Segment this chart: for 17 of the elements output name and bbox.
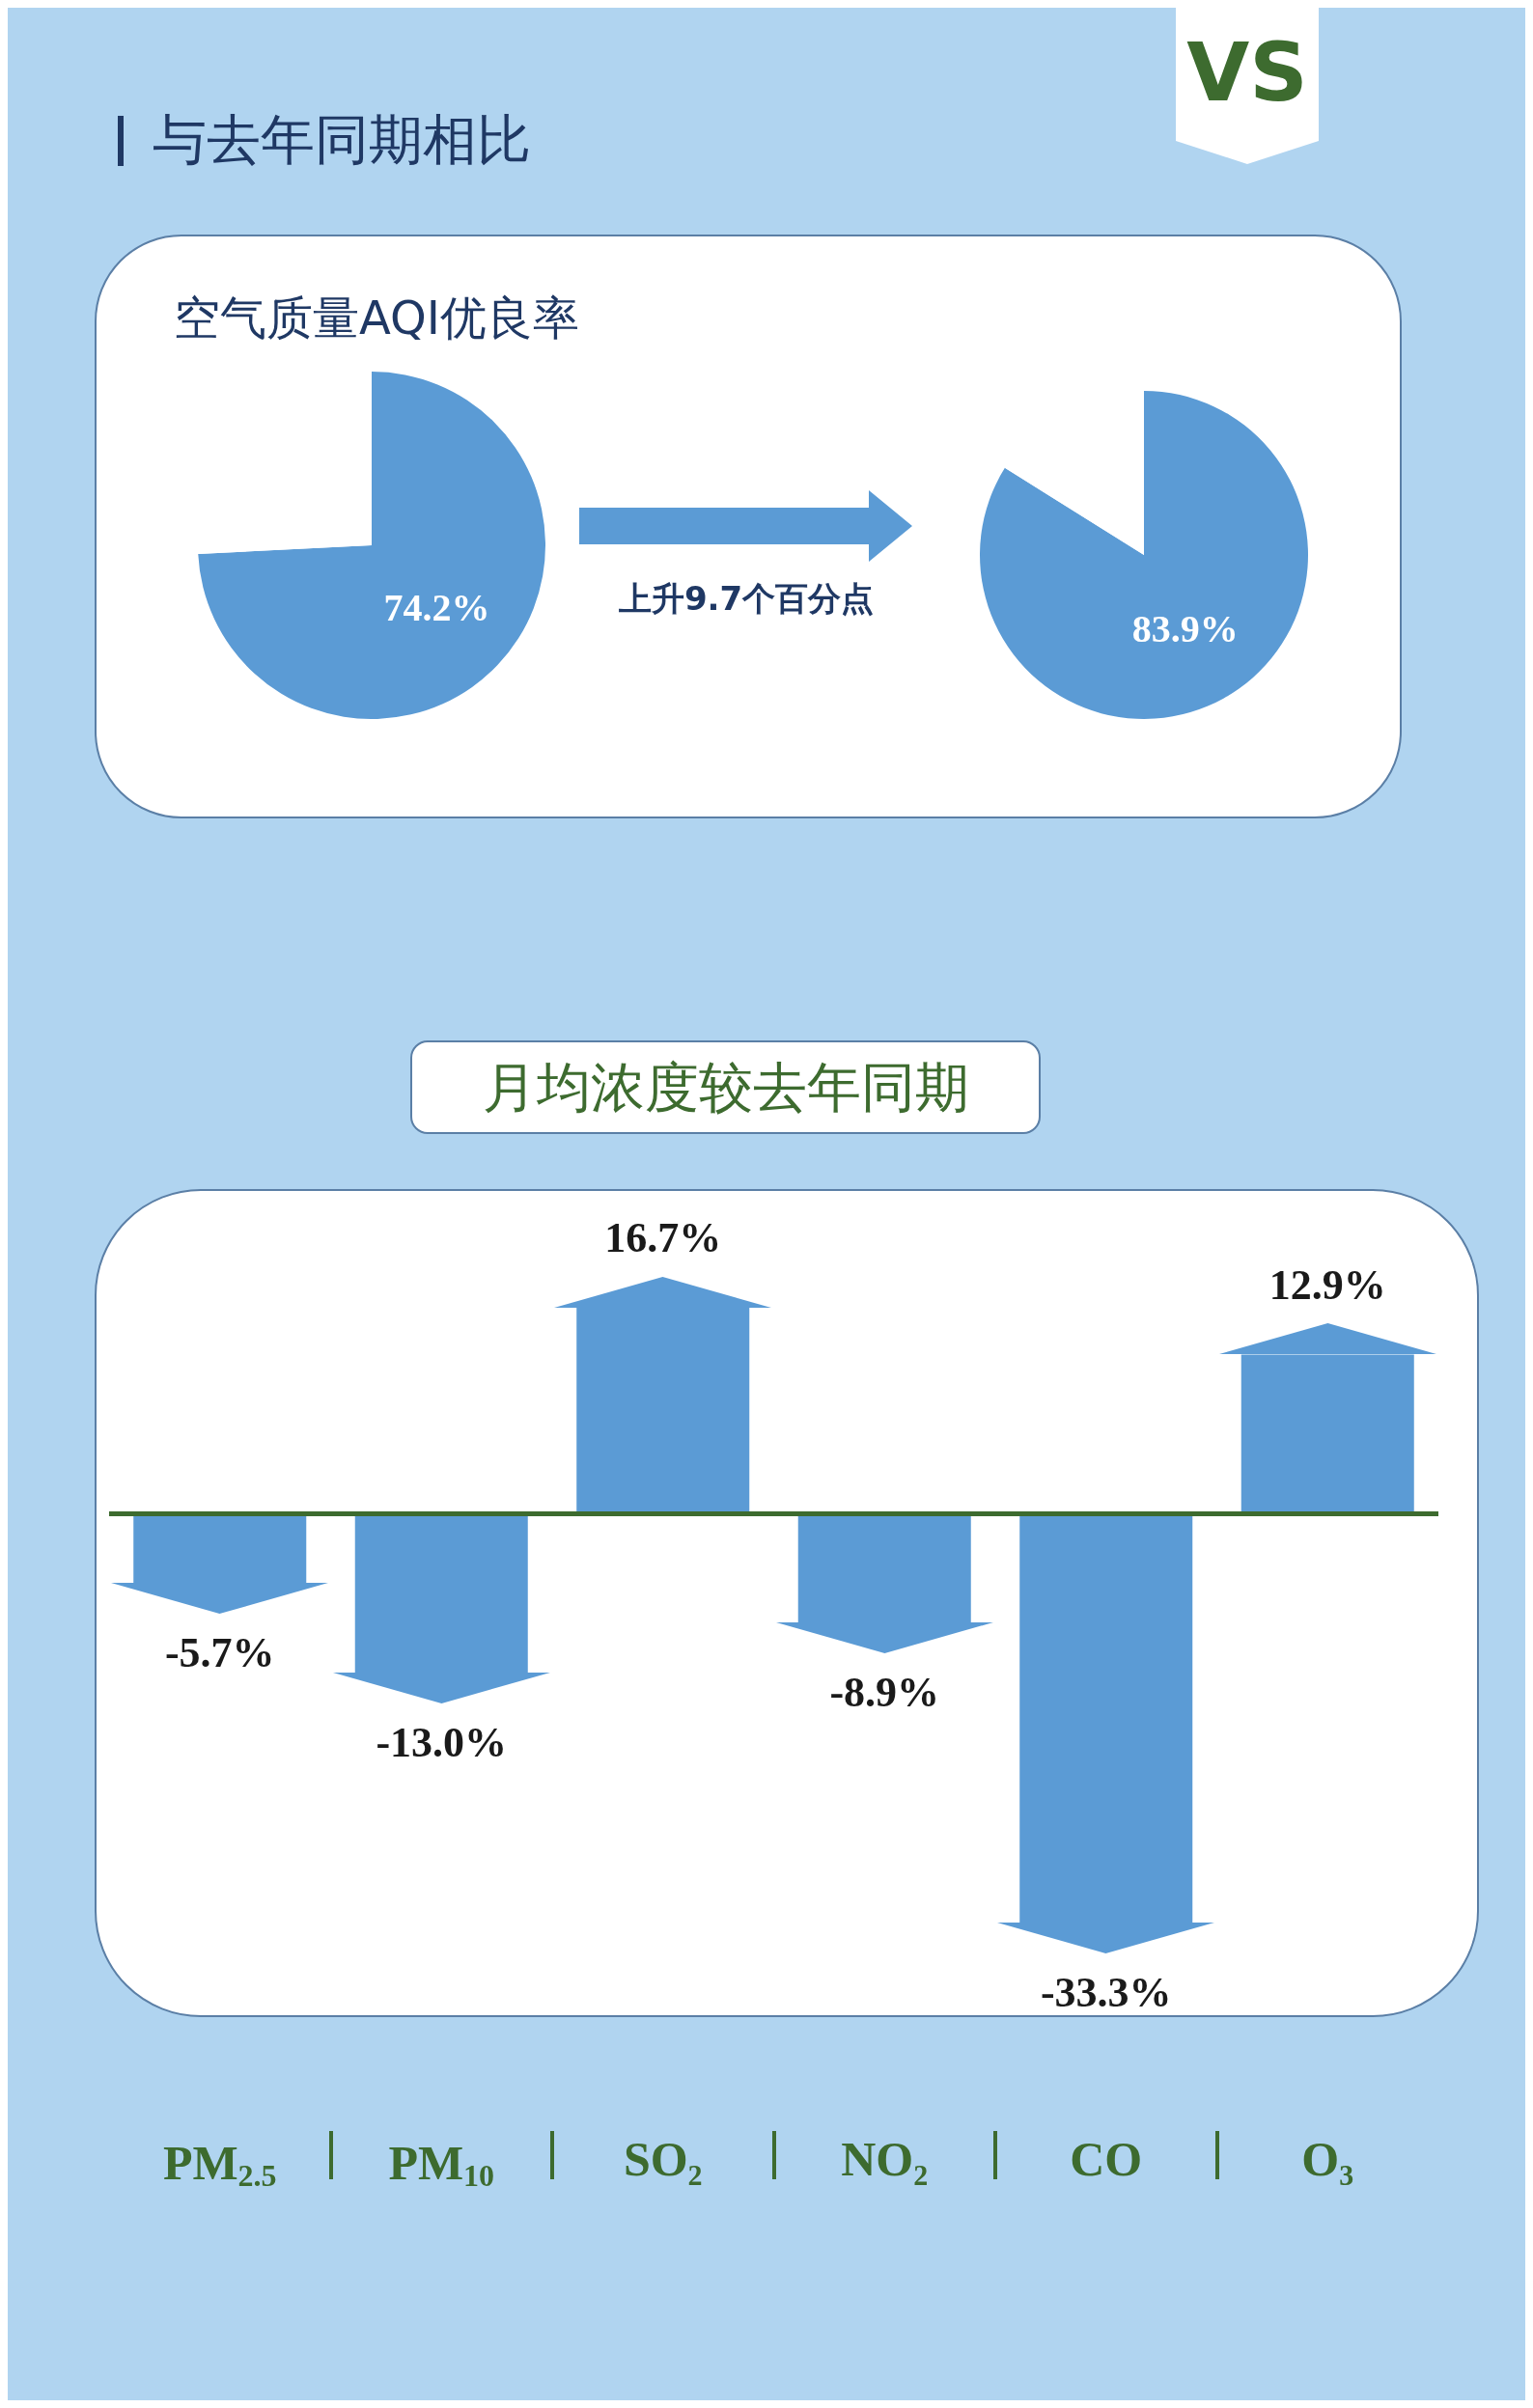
- data-label: 12.9%: [1268, 1260, 1386, 1309]
- data-label: 74.2%: [383, 585, 490, 629]
- chart-title: 与去年同期相比: [153, 107, 531, 173]
- data-label: -33.3%: [1040, 1968, 1172, 2016]
- text: 上升9.7个百分点: [617, 578, 876, 620]
- data-label: -8.9%: [829, 1668, 940, 1716]
- data-label: -5.7%: [164, 1628, 275, 1676]
- x-tick-label: O₃: [1301, 2132, 1354, 2186]
- data-label: 16.7%: [604, 1214, 722, 1262]
- x-tick-label: NO₂: [841, 2132, 929, 2186]
- x-tick-label: SO₂: [623, 2132, 703, 2186]
- data-label: -13.0%: [376, 1718, 508, 1766]
- chart-title: 月均浓度较去年同期: [410, 1040, 1041, 1134]
- x-tick-label: CO: [1070, 2132, 1143, 2186]
- text: VS: [1185, 25, 1309, 120]
- chart-subtitle: 空气质量AQI优良率: [174, 290, 579, 346]
- data-label: 83.9%: [1131, 607, 1239, 651]
